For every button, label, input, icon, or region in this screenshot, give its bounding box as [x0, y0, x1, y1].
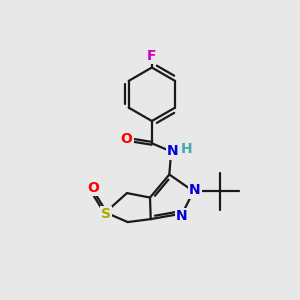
Text: N: N	[189, 184, 201, 197]
Text: O: O	[87, 181, 99, 195]
Text: N: N	[167, 145, 179, 158]
Text: H: H	[181, 142, 193, 156]
Text: S: S	[101, 207, 111, 221]
Text: N: N	[176, 209, 188, 223]
Text: F: F	[147, 49, 157, 63]
Text: O: O	[121, 132, 133, 146]
